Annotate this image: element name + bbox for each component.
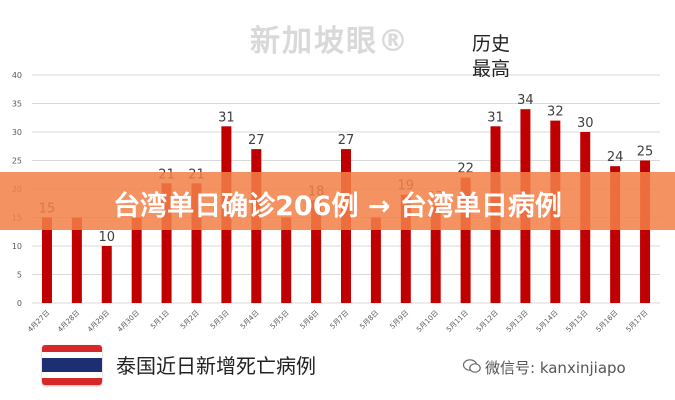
x-tick-label: 5月13日	[505, 309, 530, 334]
bar	[610, 166, 621, 303]
bar	[311, 200, 322, 303]
data-label: 10	[98, 230, 115, 245]
bar	[400, 194, 411, 303]
bar	[131, 217, 142, 303]
wechat-id: 微信号: kanxinjiapo	[485, 359, 626, 377]
bar	[430, 206, 441, 303]
x-tick-label: 5月5日	[269, 309, 291, 331]
x-tick-label: 5月14日	[535, 309, 560, 334]
data-label: 24	[607, 150, 624, 165]
y-tick-label: 0	[17, 299, 22, 308]
x-tick-label: 4月29日	[86, 309, 111, 334]
x-tick-label: 5月16日	[595, 309, 620, 334]
bar	[101, 246, 112, 303]
watermark-logo: 新加坡眼®	[250, 24, 410, 59]
headline-banner: 台湾单日确诊206例 → 台湾单日病例	[0, 172, 675, 230]
x-tick-label: 4月30日	[116, 309, 141, 334]
bar	[281, 217, 292, 303]
x-tick-label: 5月10日	[415, 309, 440, 334]
y-tick-label: 30	[12, 128, 22, 137]
peak-annotation-line1: 历史	[472, 33, 511, 55]
wechat-icon	[463, 359, 481, 373]
bar	[41, 217, 52, 303]
y-tick-label: 10	[12, 242, 22, 251]
x-tick-label: 5月6日	[299, 309, 321, 331]
data-label: 31	[218, 110, 235, 125]
x-tick-label: 5月2日	[179, 309, 201, 331]
x-tick-label: 5月7日	[329, 309, 351, 331]
x-tick-label: 5月3日	[209, 309, 231, 331]
bar	[370, 217, 381, 303]
x-tick-label: 5月11日	[445, 309, 470, 334]
bar	[640, 160, 651, 303]
y-tick-label: 25	[12, 157, 22, 166]
banner-text: 台湾单日确诊206例 → 台湾单日病例	[113, 191, 562, 222]
x-tick-label: 5月15日	[565, 309, 590, 334]
bar	[191, 183, 202, 303]
data-label: 25	[637, 145, 654, 160]
x-tick-label: 4月28日	[56, 309, 81, 334]
y-tick-label: 5	[17, 271, 22, 280]
bar	[161, 183, 172, 303]
x-tick-label: 5月4日	[239, 309, 261, 331]
footer-title: 泰国近日新增死亡病例	[116, 354, 316, 378]
y-tick-label: 35	[12, 100, 22, 109]
peak-annotation: 历史 最高	[472, 32, 510, 82]
data-label: 31	[487, 110, 504, 125]
peak-annotation-line2: 最高	[472, 58, 511, 80]
x-tick-label: 5月12日	[475, 309, 500, 334]
x-tick-label: 5月1日	[149, 309, 171, 331]
data-label: 34	[517, 93, 534, 108]
y-tick-label: 40	[12, 71, 22, 80]
x-tick-label: 5月8日	[358, 309, 380, 331]
data-label: 27	[248, 133, 265, 148]
data-label: 32	[547, 105, 564, 120]
x-tick-label: 4月27日	[26, 309, 51, 334]
thailand-flag-icon	[42, 345, 102, 385]
bar	[71, 217, 82, 303]
x-tick-label: 5月9日	[388, 309, 410, 331]
bar	[460, 177, 471, 303]
data-label: 30	[577, 116, 594, 131]
x-tick-label: 5月17日	[624, 309, 649, 334]
x-tick-labels: 4月27日 4月28日 4月29日 4月30日 5月1日 5月2日 5月3日 5月4日 5月5日…	[26, 309, 649, 334]
data-label: 27	[338, 133, 355, 148]
